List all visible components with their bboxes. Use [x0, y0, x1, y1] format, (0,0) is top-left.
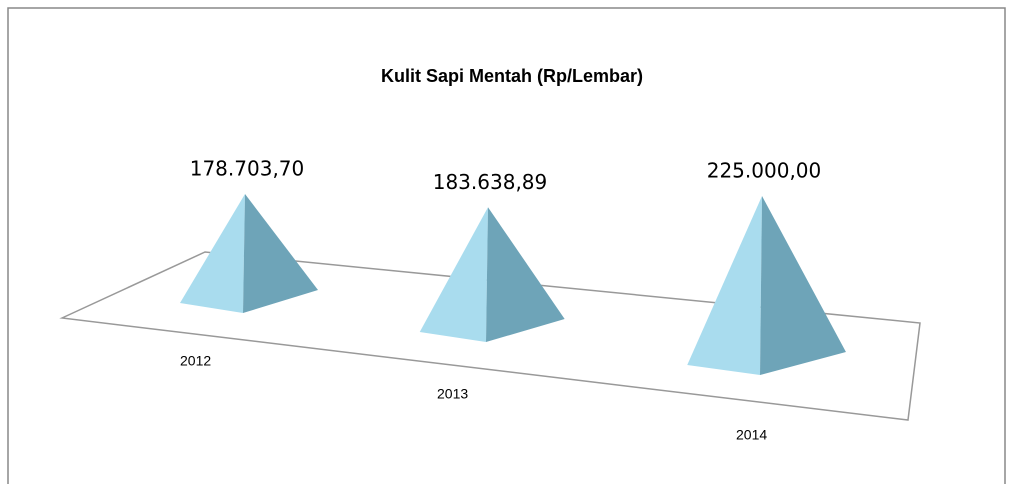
pyramid: [687, 196, 846, 375]
data-label: 225.000,00: [707, 159, 822, 183]
category-label: 2013: [437, 386, 468, 402]
pyramid-left-face: [687, 196, 762, 375]
floor: [59, 251, 921, 421]
pyramid-right-face: [760, 196, 846, 375]
pyramid-right-face: [486, 207, 565, 342]
chart-title: Kulit Sapi Mentah (Rp/Lembar): [381, 66, 643, 86]
pyramid: [180, 193, 318, 313]
pyramid: [419, 207, 565, 342]
pyramid-left-face: [419, 207, 488, 342]
chart-border: [7, 7, 1006, 484]
category-label: 2014: [736, 427, 767, 443]
data-label: 178.703,70: [190, 156, 305, 180]
pyramid-left-face: [180, 193, 245, 313]
pyramid-right-face: [243, 193, 318, 313]
data-label: 183.638,89: [433, 170, 548, 194]
category-label: 2012: [180, 353, 211, 369]
